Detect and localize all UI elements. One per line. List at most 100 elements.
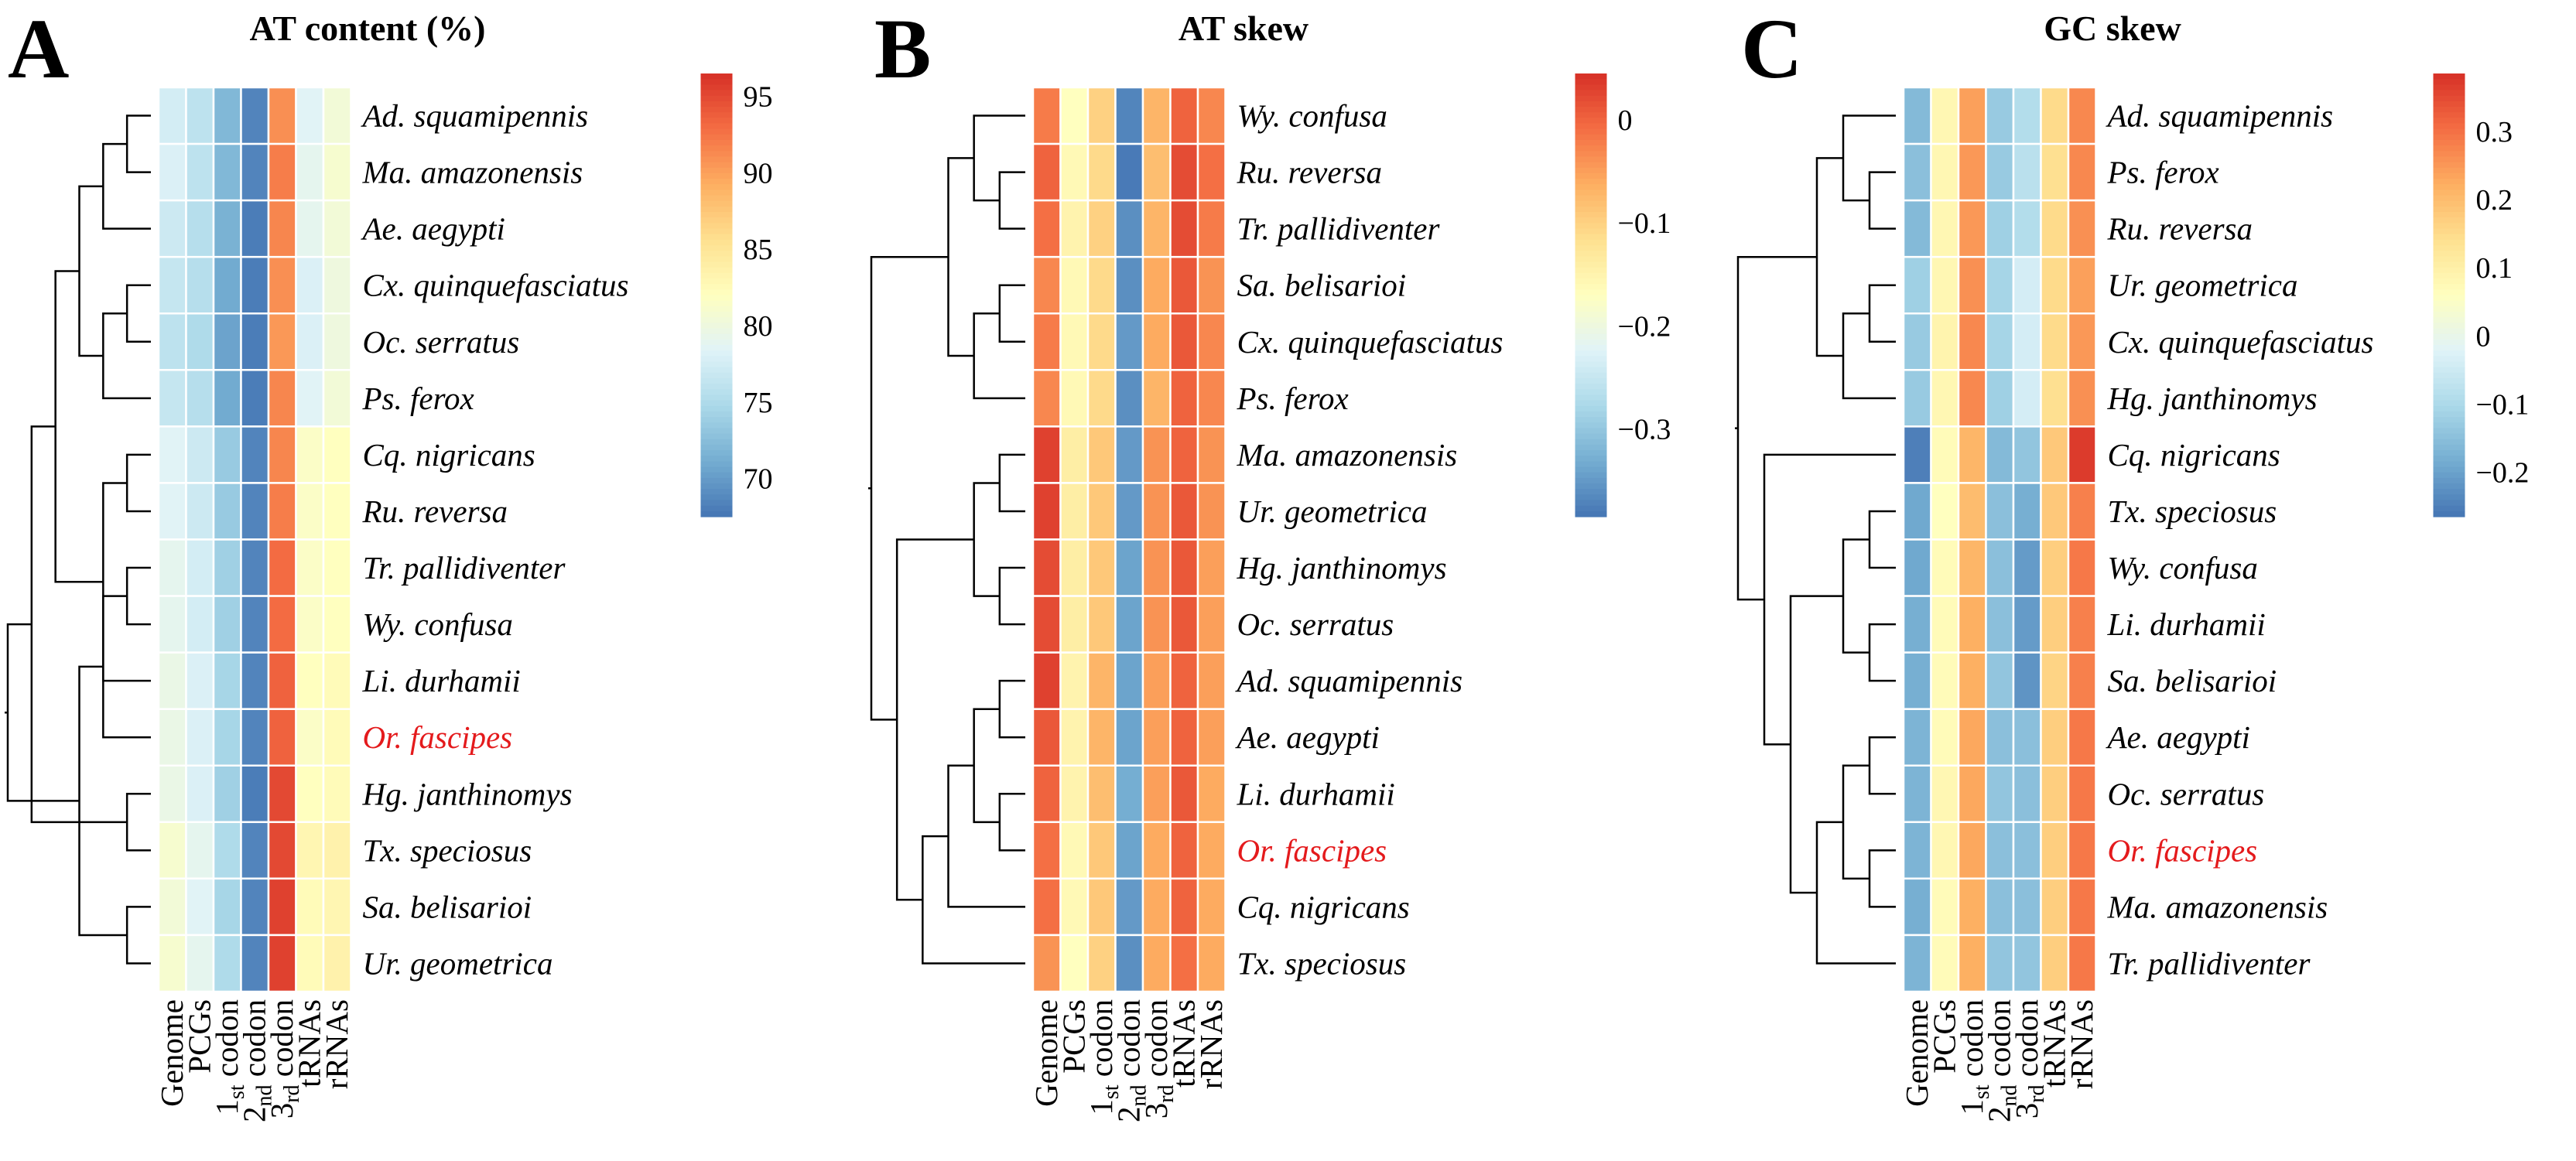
legend-swatch <box>700 217 733 224</box>
heat-cell <box>2012 651 2042 710</box>
dendrogram-branch <box>870 255 949 721</box>
heat-cell <box>240 821 270 880</box>
heat-cell <box>295 764 325 824</box>
heat-cell <box>1902 651 1932 710</box>
heat-cell <box>157 255 187 315</box>
dendrogram-branch <box>1868 171 1896 230</box>
dendrogram-branch <box>973 114 1025 202</box>
heat-cell <box>212 142 242 202</box>
heat-cell <box>2067 934 2097 993</box>
legend-swatch <box>2433 394 2465 401</box>
heat-cell <box>1141 708 1172 767</box>
row-label: Oc. serratus <box>1237 606 1394 642</box>
legend-swatch <box>2433 477 2465 484</box>
legend-swatch <box>700 400 733 407</box>
heat-cell <box>1902 142 1932 202</box>
heat-cell <box>2040 934 2070 993</box>
legend-swatch <box>1575 461 1607 468</box>
legend-swatch <box>700 356 733 363</box>
legend-swatch <box>2433 444 2465 451</box>
heat-cell <box>1902 708 1932 767</box>
column-label: 2nd codon <box>236 999 276 1122</box>
legend-swatch <box>700 510 733 517</box>
dendrogram-branch <box>125 284 151 343</box>
legend-swatch <box>1575 306 1607 312</box>
heat-cell <box>1031 86 1062 145</box>
heat-cell <box>322 764 352 824</box>
legend-swatch <box>700 433 733 440</box>
heat-cell <box>1930 142 1960 202</box>
legend-swatch <box>2433 228 2465 235</box>
legend-swatch <box>1575 139 1607 146</box>
legend-swatch <box>1575 344 1607 351</box>
heat-cell <box>1902 482 1932 541</box>
legend-swatch <box>1575 472 1607 479</box>
legend-swatch <box>1575 400 1607 407</box>
heat-cell <box>240 764 270 824</box>
heat-cell <box>267 86 297 145</box>
legend-swatch <box>2433 323 2465 330</box>
legend-tick-label: −0.1 <box>1618 207 1671 240</box>
legend-swatch <box>1575 300 1607 307</box>
heat-cell <box>1086 651 1117 710</box>
heat-cell <box>1169 708 1199 767</box>
heat-cell <box>1930 934 1960 993</box>
heat-cell <box>1930 595 1960 654</box>
legend-swatch <box>1575 267 1607 274</box>
legend-tick-label: 80 <box>744 310 773 343</box>
heat-cell <box>1114 369 1144 428</box>
legend-swatch <box>2433 134 2465 141</box>
legend-swatch <box>700 306 733 312</box>
heat-cell <box>240 255 270 315</box>
legend-swatch <box>700 300 733 307</box>
heat-cell <box>2012 595 2042 654</box>
heat-cell <box>157 821 187 880</box>
heat-cell <box>267 482 297 541</box>
row-label: Hg. janthinomys <box>2107 381 2318 416</box>
legend-swatch <box>1575 123 1607 130</box>
heat-cell <box>1902 312 1932 371</box>
legend-swatch <box>700 267 733 274</box>
heat-cell <box>212 312 242 371</box>
legend-swatch <box>700 456 733 462</box>
heat-cell <box>157 369 187 428</box>
heat-cell <box>1957 651 1987 710</box>
heat-cell <box>1902 821 1932 880</box>
legend-swatch <box>1575 228 1607 235</box>
legend-swatch <box>700 139 733 146</box>
heat-cell <box>1031 651 1062 710</box>
heat-cell <box>1902 877 1932 937</box>
legend-swatch <box>700 151 733 158</box>
heat-cell <box>1059 86 1090 145</box>
legend-swatch <box>2433 206 2465 213</box>
heat-cell <box>2012 934 2042 993</box>
legend-swatch <box>1575 217 1607 224</box>
column-label: rRNAs <box>319 999 354 1089</box>
legend-swatch <box>2433 278 2465 285</box>
legend-swatch <box>2433 328 2465 335</box>
row-label: Wy. confusa <box>363 606 513 642</box>
legend-swatch <box>2433 251 2465 257</box>
heat-cell <box>2067 312 2097 371</box>
legend-swatch <box>700 350 733 357</box>
legend-swatch <box>2433 295 2465 302</box>
heat-cell <box>1114 199 1144 258</box>
heat-cell <box>1059 651 1090 710</box>
heat-cell <box>1985 86 2015 145</box>
heat-cell <box>1141 538 1172 597</box>
row-label: Ae. aegypti <box>2106 719 2250 755</box>
legend-swatch <box>1575 128 1607 135</box>
heat-cell <box>212 199 242 258</box>
heat-cell <box>1031 255 1062 315</box>
heat-cell <box>1086 764 1117 824</box>
dendrogram-branch <box>1842 764 1870 880</box>
heat-cell <box>1141 369 1172 428</box>
heat-cell <box>1196 86 1226 145</box>
row-label: Sa. belisarioi <box>1237 268 1407 303</box>
heat-cell <box>1196 425 1226 484</box>
heat-cell <box>267 934 297 993</box>
heat-cell <box>1086 425 1117 484</box>
panel-title: AT content (%) <box>250 9 486 48</box>
heat-cell <box>1957 482 1987 541</box>
dendrogram-branch <box>78 185 104 357</box>
